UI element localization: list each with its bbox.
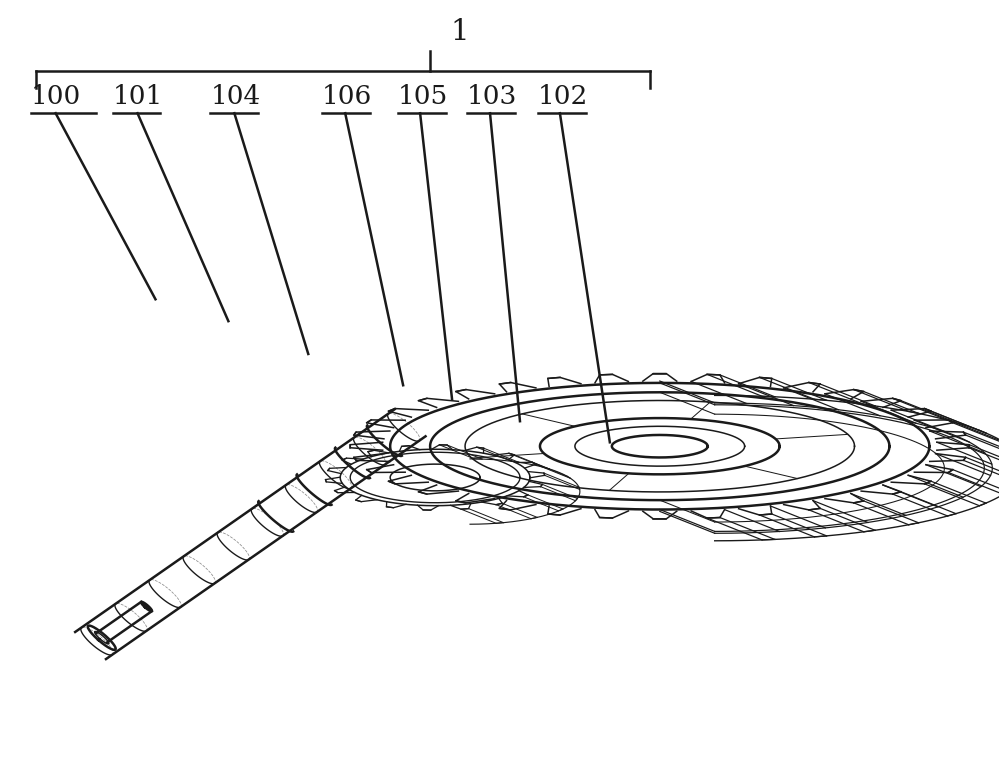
Text: 101: 101: [113, 84, 163, 109]
Text: 102: 102: [538, 84, 588, 109]
Text: 100: 100: [31, 84, 81, 109]
Text: 105: 105: [398, 84, 448, 109]
Text: 1: 1: [450, 18, 469, 46]
Text: 103: 103: [467, 84, 517, 109]
Text: 104: 104: [210, 84, 261, 109]
Text: 106: 106: [322, 84, 372, 109]
